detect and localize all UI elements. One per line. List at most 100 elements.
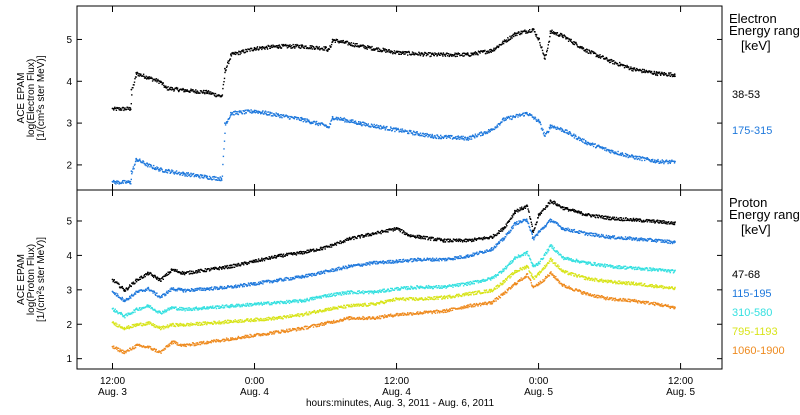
proton-data-point (311, 250, 312, 251)
electron-data-point (222, 164, 223, 165)
electron-data-point (329, 126, 330, 127)
proton-data-vertex (348, 265, 350, 267)
proton-data-point (310, 249, 311, 250)
proton-data-point (170, 272, 171, 273)
electron-data-point (378, 125, 379, 126)
electron-data-point (464, 55, 465, 56)
proton-data-point (214, 269, 215, 270)
electron-data-point (272, 115, 273, 116)
proton-data-vertex (538, 213, 540, 215)
proton-data-point (197, 289, 198, 290)
electron-ytick-label: 5 (66, 35, 72, 46)
proton-data-point (460, 241, 461, 242)
electron-data-point (350, 43, 351, 44)
proton-data-point (186, 273, 187, 274)
proton-data-point (313, 299, 314, 300)
proton-data-point (671, 221, 672, 222)
proton-data-point (184, 310, 185, 311)
proton-data-point (430, 239, 431, 240)
proton-data-point (448, 239, 449, 240)
electron-data-point (575, 42, 576, 43)
electron-data-point (223, 84, 224, 85)
electron-data-point (436, 138, 437, 139)
electron-data-point (509, 117, 510, 118)
proton-data-point (235, 284, 236, 285)
electron-data-point (612, 63, 613, 64)
electron-data-point (221, 179, 222, 180)
proton-data-vertex (301, 251, 303, 253)
electron-data-point (641, 160, 642, 161)
proton-data-point (204, 306, 205, 307)
proton-data-point (225, 267, 226, 268)
proton-data-point (616, 217, 617, 218)
proton-data-point (544, 209, 545, 210)
proton-data-point (124, 317, 125, 318)
electron-data-point (519, 113, 520, 114)
proton-data-point (216, 308, 217, 309)
proton-data-point (190, 308, 191, 309)
electron-data-point (617, 63, 618, 64)
proton-data-point (509, 232, 510, 233)
electron-data-point (534, 31, 535, 32)
electron-data-point (417, 131, 418, 132)
proton-data-point (558, 224, 559, 225)
electron-data-point (289, 44, 290, 45)
electron-data-point (548, 131, 549, 132)
electron-data-point (575, 135, 576, 136)
proton-data-vertex (230, 286, 232, 288)
electron-data-point (401, 131, 402, 132)
electron-data-point (285, 44, 286, 45)
proton-data-point (336, 244, 337, 245)
proton-data-point (302, 253, 303, 254)
electron-data-point (293, 44, 294, 45)
proton-data-vertex (396, 227, 398, 229)
proton-data-point (192, 271, 193, 272)
electron-data-point (438, 138, 439, 139)
proton-data-vertex (526, 205, 528, 207)
electron-data-point (270, 48, 271, 49)
electron-data-vertex (585, 141, 587, 143)
electron-data-vertex (221, 177, 223, 179)
electron-data-point (603, 56, 604, 57)
electron-data-vertex (277, 45, 279, 47)
proton-data-point (146, 289, 147, 290)
proton-data-point (376, 233, 377, 234)
proton-data-point (116, 281, 117, 282)
electron-data-vertex (544, 57, 546, 59)
electron-data-point (157, 79, 158, 80)
electron-data-point (223, 81, 224, 82)
proton-data-point (445, 241, 446, 242)
electron-data-point (413, 52, 414, 53)
electron-data-point (368, 123, 369, 124)
electron-data-point (605, 147, 606, 148)
electron-data-point (547, 48, 548, 49)
electron-data-point (494, 129, 495, 130)
electron-data-point (131, 94, 132, 95)
proton-data-point (496, 245, 497, 246)
proton-data-point (165, 294, 166, 295)
electron-data-point (559, 35, 560, 36)
electron-data-point (316, 121, 317, 122)
proton-data-point (186, 308, 187, 309)
proton-data-vertex (206, 268, 208, 270)
proton-data-point (517, 211, 518, 212)
proton-data-point (674, 224, 675, 225)
proton-data-point (234, 267, 235, 268)
electron-data-point (564, 132, 565, 133)
proton-data-point (548, 222, 549, 223)
proton-data-point (598, 234, 599, 235)
electron-data-point (132, 87, 133, 88)
electron-data-point (208, 90, 209, 91)
electron-data-point (153, 165, 154, 166)
electron-data-point (225, 124, 226, 125)
electron-data-point (143, 161, 144, 162)
electron-data-point (312, 48, 313, 49)
proton-data-point (176, 290, 177, 291)
electron-data-point (443, 137, 444, 138)
electron-data-point (267, 48, 268, 49)
proton-data-point (429, 258, 430, 259)
electron-data-point (484, 50, 485, 51)
electron-data-point (351, 42, 352, 43)
electron-data-point (133, 168, 134, 169)
electron-data-point (659, 72, 660, 73)
